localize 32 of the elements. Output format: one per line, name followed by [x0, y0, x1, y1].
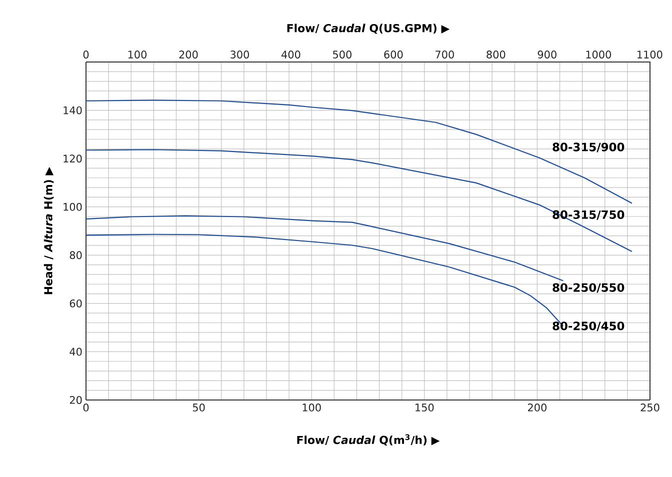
x2-tick-label: 100: [128, 50, 147, 58]
x2-tick-label: 300: [230, 50, 249, 58]
line-series: [85, 100, 633, 204]
x-tick-label: 0: [83, 404, 89, 412]
x2-tick-label: 200: [179, 50, 198, 58]
x-tick-label: 200: [528, 404, 546, 412]
x2-tick-label: 900: [538, 50, 556, 58]
y-tick-label: 100: [64, 202, 82, 211]
y-tick-label: 140: [64, 106, 82, 114]
x2-tick-label: 600: [384, 50, 403, 58]
y-tick-label: 40: [70, 348, 82, 356]
x-tick-label: 50: [192, 404, 205, 412]
x-axis-title: Flow/ Caudal Q(m$^{3}$/h) ▶: [297, 434, 440, 446]
x2-tick-label: 400: [281, 50, 300, 58]
y-tick-label: 20: [70, 396, 82, 404]
series-label: 80-250/550: [552, 283, 624, 293]
y-tick-label: 60: [70, 299, 82, 308]
x-tick-label: 150: [416, 404, 434, 412]
x2-tick-label: 1100: [637, 50, 662, 58]
y-tick-label: 120: [64, 154, 82, 163]
x2-tick-label: 1000: [586, 50, 612, 58]
x-tick-label: 250: [640, 404, 660, 412]
x2-tick-label: 800: [486, 50, 506, 58]
x2-tick-label: 0: [83, 50, 89, 58]
series-label: 80-315/900: [552, 142, 624, 152]
x-tick-label: 100: [302, 404, 321, 412]
x2-tick-label: 500: [333, 50, 352, 58]
y-axis-title: Head / Altura H(m) ▶: [44, 166, 54, 294]
x2-tick-label: 700: [436, 50, 454, 58]
series-label: 80-250/450: [552, 322, 624, 332]
x2-axis-title: Flow/ Caudal Q(US.GPM) ▶: [287, 24, 450, 34]
y-tick-label: 80: [70, 251, 82, 260]
